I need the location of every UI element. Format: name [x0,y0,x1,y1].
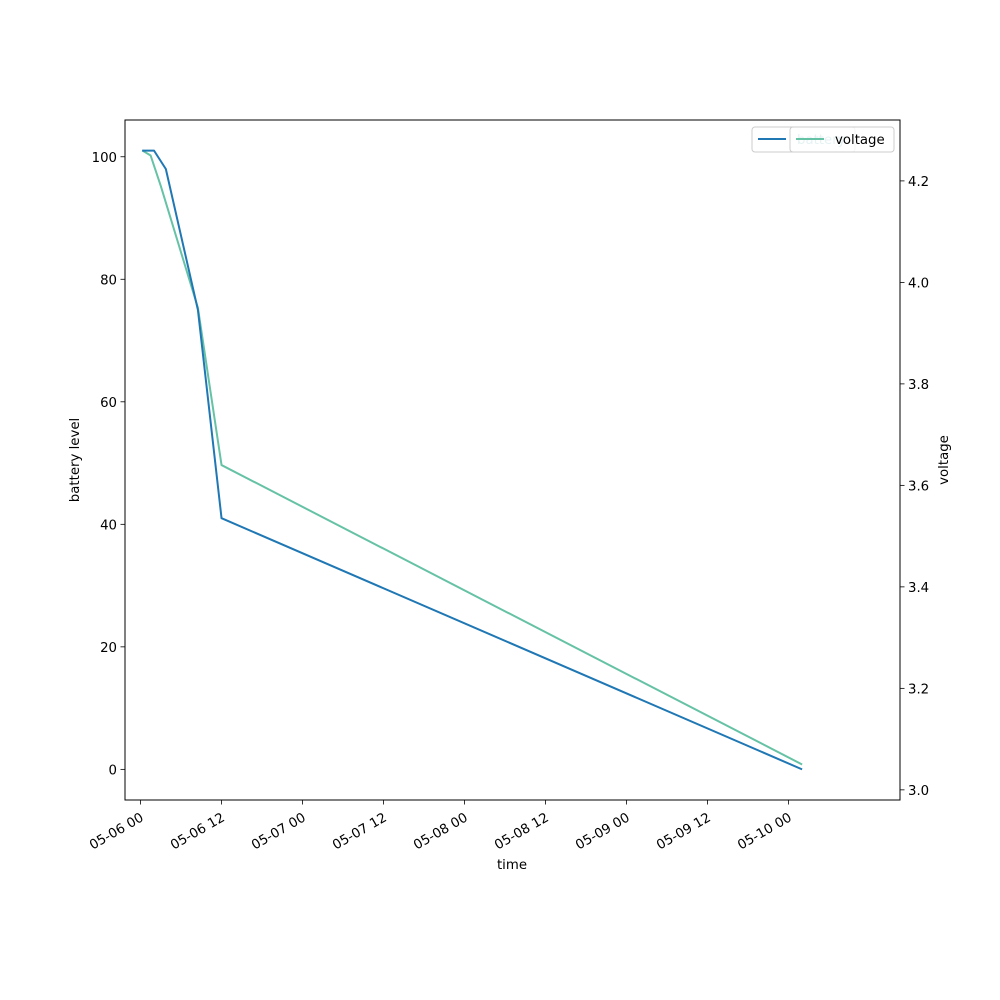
x-tick-label: 05-08 00 [411,810,470,853]
x-tick-label: 05-09 12 [654,810,713,853]
x-axis-label: time [497,858,527,873]
y2-tick-label: 4.2 [908,175,929,190]
y2-tick-label: 3.4 [908,581,929,596]
y-axis-right: 3.0 3.2 3.4 3.6 3.8 4.0 4.2 [900,175,929,799]
legend-voltage-label: voltage [835,133,885,148]
x-tick-label: 05-06 00 [87,810,146,853]
x-tick-label: 05-06 12 [168,810,227,853]
y-tick-label: 100 [92,151,117,166]
voltage-line [141,149,803,766]
y2-tick-label: 3.0 [908,784,929,799]
series-lines [141,149,803,771]
plot-frame [124,119,901,801]
legend-voltage-frame [789,126,895,153]
y-tick-label: 0 [109,763,117,778]
x-tick-label: 05-09 00 [573,810,632,853]
x-tick-label: 05-07 12 [330,810,389,853]
x-tick-label: 05-10 00 [735,810,794,853]
y-tick-label: 80 [100,273,117,288]
x-axis: 05-06 00 05-06 12 05-07 00 05-07 12 05-08 00… [87,800,795,853]
legend-voltage: voltage [789,126,895,153]
y-tick-label: 40 [100,518,117,533]
y2-tick-label: 4.0 [908,276,929,291]
y2-axis-label: voltage [937,435,952,485]
y2-tick-label: 3.2 [908,682,929,697]
x-tick-label: 05-07 00 [249,810,308,853]
y-axis-label: battery level [68,418,83,502]
y-tick-label: 20 [100,641,117,656]
y-tick-label: 60 [100,396,117,411]
x-tick-label: 05-08 12 [492,810,551,853]
y2-tick-label: 3.8 [908,378,929,393]
y2-tick-label: 3.6 [908,479,929,494]
battery-line [142,149,803,771]
y-axis-left: 0 20 40 60 80 100 [92,151,125,778]
